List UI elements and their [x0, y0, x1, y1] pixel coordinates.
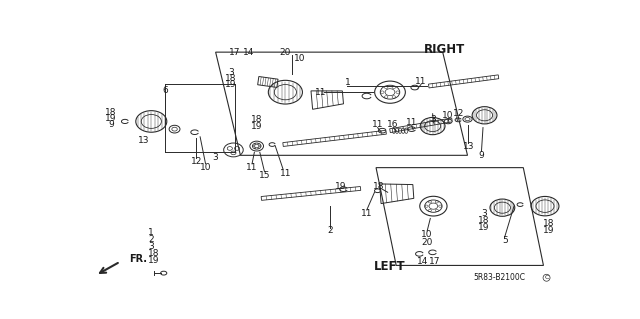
Text: 6: 6 [163, 86, 168, 95]
Text: 3: 3 [431, 115, 436, 124]
Text: 9: 9 [479, 151, 484, 160]
Text: 3: 3 [212, 153, 218, 162]
Text: 17: 17 [229, 48, 241, 57]
Text: 5: 5 [502, 235, 508, 245]
Text: 14: 14 [417, 257, 428, 266]
Text: 16: 16 [387, 120, 399, 129]
Text: 10: 10 [200, 163, 211, 172]
Text: 11: 11 [406, 118, 417, 128]
Text: 1: 1 [344, 78, 350, 87]
Text: 18: 18 [543, 219, 555, 227]
Text: 9: 9 [108, 120, 114, 129]
Text: FR.: FR. [129, 254, 147, 264]
Text: 1: 1 [148, 228, 154, 237]
Text: 11: 11 [415, 77, 427, 86]
Text: 19: 19 [251, 122, 262, 131]
Text: 19: 19 [148, 256, 160, 264]
Text: 3: 3 [148, 242, 154, 251]
Text: 19: 19 [543, 226, 555, 234]
Text: 17: 17 [429, 257, 441, 266]
Text: 19: 19 [335, 182, 346, 191]
Text: C: C [545, 275, 548, 280]
Text: 3: 3 [481, 209, 486, 218]
Text: 11: 11 [280, 168, 291, 178]
Text: 3: 3 [228, 68, 234, 77]
Text: 10: 10 [294, 54, 305, 63]
Text: RIGHT: RIGHT [424, 42, 465, 56]
Text: 14: 14 [243, 48, 255, 57]
Text: 12: 12 [191, 157, 202, 166]
Text: 10: 10 [442, 111, 454, 120]
Text: 20: 20 [422, 238, 433, 247]
Text: 18: 18 [251, 115, 262, 124]
Text: 18: 18 [225, 74, 237, 83]
Text: 18: 18 [105, 108, 116, 117]
Text: 12: 12 [452, 109, 464, 118]
Text: 5R83-B2100C: 5R83-B2100C [474, 273, 525, 282]
Text: 18: 18 [148, 249, 160, 258]
Text: 20: 20 [280, 48, 291, 57]
Text: 15: 15 [259, 171, 270, 180]
Text: 11: 11 [246, 163, 258, 172]
Text: 19: 19 [478, 223, 490, 232]
Text: 2: 2 [328, 226, 333, 235]
Text: 18: 18 [373, 182, 385, 191]
Text: 11: 11 [361, 209, 372, 218]
Text: 18: 18 [478, 216, 490, 225]
Text: 19: 19 [105, 114, 116, 123]
Text: 19: 19 [225, 80, 237, 89]
Text: LEFT: LEFT [374, 261, 406, 273]
Text: 2: 2 [148, 235, 154, 244]
Text: 13: 13 [463, 142, 475, 151]
Text: 11: 11 [314, 88, 326, 97]
Text: 11: 11 [372, 120, 383, 129]
Text: 13: 13 [138, 136, 149, 145]
Text: 10: 10 [422, 230, 433, 239]
